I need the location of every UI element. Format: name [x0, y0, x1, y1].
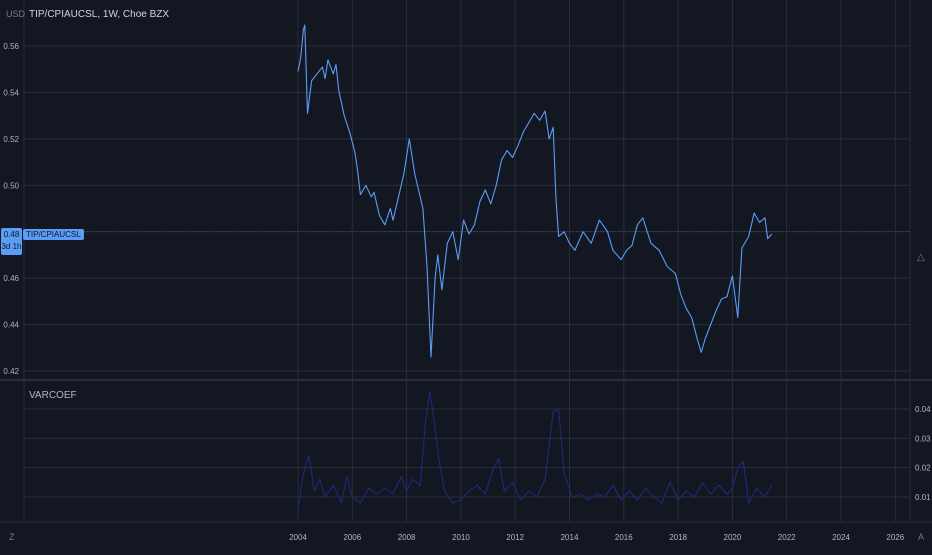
price-series-line	[297, 24, 773, 358]
y-tick-label: 0.46	[3, 274, 19, 283]
indicator-title: VARCOEF	[29, 390, 77, 401]
last-price-value: 0.48	[3, 230, 20, 239]
x-tick-label: 2010	[452, 533, 470, 542]
indicator-tick-label: 0.04	[915, 405, 931, 414]
y-tick-label: 0.44	[3, 321, 19, 330]
indicator-tick-label: 0.02	[915, 464, 931, 473]
x-tick-label: 2022	[778, 533, 796, 542]
y-tick-label: 0.54	[3, 88, 19, 97]
indicator-tick-label: 0.01	[915, 493, 931, 502]
series-name-tag: TIP/CPIAUCSL	[23, 229, 84, 240]
y-tick-label: 0.42	[3, 367, 19, 376]
x-tick-label: 2024	[832, 533, 850, 542]
x-tick-label: 2004	[289, 533, 307, 542]
indicator-tick-label: 0.03	[915, 434, 931, 443]
currency-label: USD	[6, 9, 26, 19]
auto-scale-button[interactable]: A	[918, 532, 925, 542]
series-layer	[297, 24, 773, 509]
scale-arrow-icon[interactable]: △	[917, 252, 925, 263]
y-tick-label: 0.56	[3, 42, 19, 51]
x-tick-label: 2012	[506, 533, 524, 542]
y-tick-label: 0.52	[3, 135, 19, 144]
zoom-toggle-button[interactable]: Z	[9, 532, 15, 542]
varcoef-series-line	[297, 390, 773, 509]
chart-title: TIP/CPIAUCSL, 1W, Choe BZX	[29, 9, 170, 20]
x-tick-label: 2016	[615, 533, 633, 542]
x-tick-label: 2018	[669, 533, 687, 542]
x-tick-label: 2026	[886, 533, 904, 542]
last-price-tag: 0.48 3d 1h	[1, 228, 22, 255]
bar-countdown: 3d 1h	[1, 242, 22, 251]
x-tick-label: 2008	[398, 533, 416, 542]
y-tick-label: 0.50	[3, 181, 19, 190]
x-tick-label: 2006	[343, 533, 361, 542]
x-tick-label: 2014	[561, 533, 579, 542]
x-tick-label: 2020	[724, 533, 742, 542]
